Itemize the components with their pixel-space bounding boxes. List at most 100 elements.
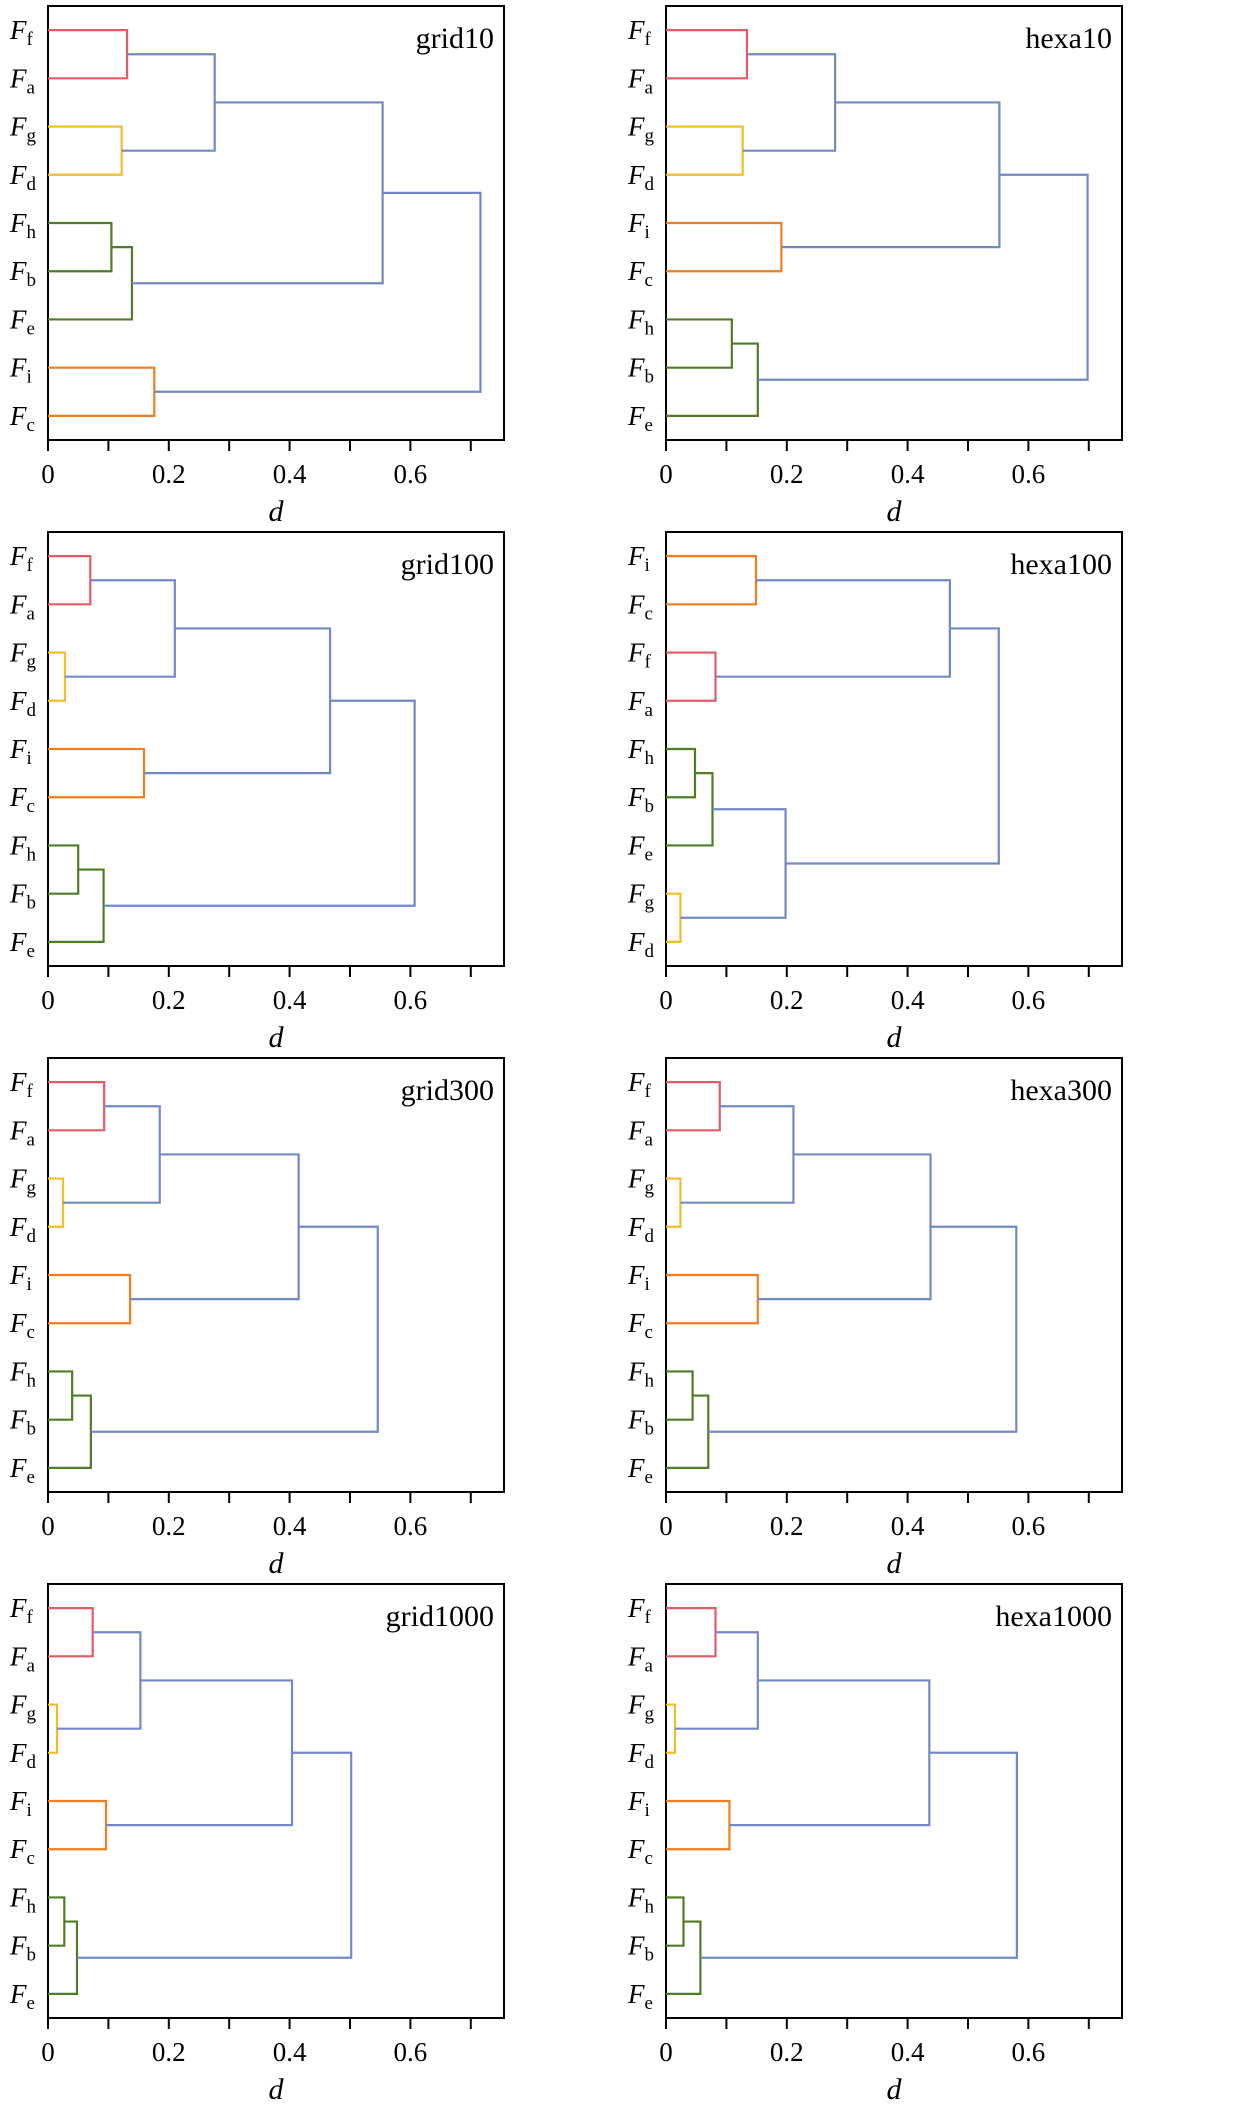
leaf-label-Fd: Fd	[9, 1212, 37, 1247]
dendrogram-link-orange	[666, 1273, 759, 1325]
leaf-label-Fa: Fa	[627, 1641, 654, 1676]
leaf-label-Fg: Fg	[9, 1164, 37, 1199]
leaf-label-Fg: Fg	[627, 1690, 655, 1725]
dendrogram-link-blue	[715, 579, 951, 678]
leaf-label-Fb: Fb	[627, 353, 654, 388]
dendrogram-link-blue	[130, 1153, 300, 1301]
dendrogram-link-yellow	[48, 125, 123, 176]
dendrogram-link-orange	[666, 221, 783, 273]
leaf-label-Fh: Fh	[627, 734, 655, 769]
leaf-label-Fc: Fc	[627, 256, 653, 291]
leaf-label-Ff: Ff	[627, 1593, 652, 1628]
dendrogram-link-orange	[48, 747, 146, 799]
dendrogram-link-green	[48, 221, 113, 273]
panel-title: grid300	[401, 1074, 494, 1107]
leaf-label-Fa: Fa	[9, 589, 36, 624]
panel-hexa1000: 0 0.2 0.4 0.6 d hexa1000 Ff Fa Fg Fd Fi Fc Fh Fb Fe	[627, 1583, 1123, 2104]
dendrogram-link-red	[48, 555, 92, 606]
leaf-label-Fh: Fh	[9, 1356, 37, 1391]
dendrogram-link-green	[48, 844, 80, 895]
plot-border	[47, 5, 505, 441]
axis-tick-label: 0	[659, 459, 673, 489]
dendrogram-link-green	[666, 772, 714, 847]
leaf-label-Fc: Fc	[9, 1308, 35, 1343]
dendrogram-link-green	[666, 747, 697, 799]
plot-border	[47, 1583, 505, 2019]
dendrogram-link-yellow	[48, 651, 67, 702]
axis-tick-label: 0.4	[891, 459, 925, 489]
axis-tick-label: 0.4	[891, 985, 925, 1015]
axis-tick-label: 0.2	[770, 459, 804, 489]
leaf-label-Fi: Fi	[627, 208, 650, 243]
leaf-label-Fd: Fd	[9, 1738, 37, 1773]
leaf-label-Fe: Fe	[9, 1453, 35, 1488]
panel-title: grid100	[401, 548, 494, 581]
x-axis-label: d	[887, 495, 903, 526]
dendrogram-link-green	[48, 1370, 74, 1421]
leaf-label-Ff: Ff	[627, 15, 652, 50]
leaf-label-Fb: Fb	[9, 879, 36, 914]
dendrogram-link-green	[666, 1394, 710, 1469]
x-axis-label: d	[887, 1547, 903, 1578]
leaf-label-Fe: Fe	[9, 1979, 35, 2014]
dendrogram-link-blue	[680, 808, 787, 919]
dendrogram-link-blue	[700, 1751, 1019, 1959]
leaf-label-Fc: Fc	[9, 401, 35, 436]
leaf-label-Fb: Fb	[9, 256, 36, 291]
panel-grid300: 0 0.2 0.4 0.6 d grid300 Ff Fa Fg Fd Fi Fc Fh Fb Fe	[9, 1057, 505, 1578]
leaf-label-Ff: Ff	[9, 15, 34, 50]
panel-title: hexa300	[1010, 1074, 1112, 1107]
leaf-label-Fd: Fd	[627, 1212, 655, 1247]
leaf-label-Fh: Fh	[627, 304, 655, 339]
leaf-label-Fh: Fh	[9, 830, 37, 865]
leaf-label-Fd: Fd	[9, 160, 37, 195]
dendrogram-link-green	[48, 1394, 92, 1469]
axis-tick-label: 0	[41, 2037, 55, 2067]
leaf-label-Fb: Fb	[627, 782, 654, 817]
dendrogram-link-blue	[708, 1225, 1018, 1433]
leaf-label-Fd: Fd	[627, 160, 655, 195]
dendrogram-link-blue	[785, 627, 1000, 865]
dendrogram-link-orange	[666, 1799, 731, 1851]
axis-tick-label: 0.4	[273, 1511, 307, 1541]
dendrogram-link-green	[48, 246, 134, 321]
axis-tick-label: 0.2	[770, 1511, 804, 1541]
axis-tick-label: 0	[659, 985, 673, 1015]
panel-grid10: 0 0.2 0.4 0.6 d grid10 Ff Fa Fg Fd Fh Fb Fe Fi Fc	[9, 5, 505, 526]
leaf-label-Fi: Fi	[627, 541, 650, 576]
dendrogram-link-blue	[154, 191, 482, 393]
panel-hexa10: 0 0.2 0.4 0.6 d hexa10 Ff Fa Fg Fd Fi Fc Fh Fb Fe	[627, 5, 1123, 526]
dendrogram-link-blue	[144, 627, 332, 775]
dendrogram-link-blue	[90, 1225, 379, 1433]
leaf-label-Fe: Fe	[627, 830, 653, 865]
leaf-label-Fh: Fh	[9, 1882, 37, 1917]
leaf-label-Fb: Fb	[627, 1931, 654, 1966]
leaf-label-Ff: Ff	[627, 638, 652, 673]
axis-tick-label: 0	[41, 985, 55, 1015]
axis-tick-label: 0.6	[394, 2037, 428, 2067]
leaf-label-Ff: Ff	[627, 1067, 652, 1102]
dendrogram-link-blue	[64, 579, 176, 678]
panel-title: hexa10	[1025, 22, 1112, 55]
dendrogram-link-orange	[48, 1799, 108, 1851]
dendrogram-link-blue	[757, 173, 1089, 381]
axis-tick-label: 0	[659, 2037, 673, 2067]
axis-tick-label: 0.6	[394, 459, 428, 489]
dendrogram-link-blue	[57, 1631, 142, 1730]
dendrogram-link-blue	[131, 101, 384, 285]
dendrogram-link-green	[48, 1920, 79, 1995]
leaf-label-Fg: Fg	[627, 112, 655, 147]
dendrogram-link-yellow	[48, 1703, 59, 1754]
dendrogram-link-blue	[729, 1679, 931, 1827]
dendrogram-link-yellow	[666, 1703, 677, 1754]
panel-title: hexa1000	[995, 1600, 1112, 1633]
x-axis-label: d	[269, 1021, 285, 1052]
leaf-label-Fa: Fa	[627, 1115, 654, 1150]
dendrogram-link-orange	[666, 555, 758, 606]
panel-grid100: 0 0.2 0.4 0.6 d grid100 Ff Fa Fg Fd Fi Fc Fh Fb Fe	[9, 531, 505, 1052]
axis-tick-label: 0.2	[770, 985, 804, 1015]
leaf-label-Fb: Fb	[627, 1405, 654, 1440]
leaf-label-Fc: Fc	[9, 782, 35, 817]
panel-grid1000: 0 0.2 0.4 0.6 d grid1000 Ff Fa Fg Fd Fi Fc Fh Fb Fe	[9, 1583, 505, 2104]
leaf-label-Fc: Fc	[627, 589, 653, 624]
